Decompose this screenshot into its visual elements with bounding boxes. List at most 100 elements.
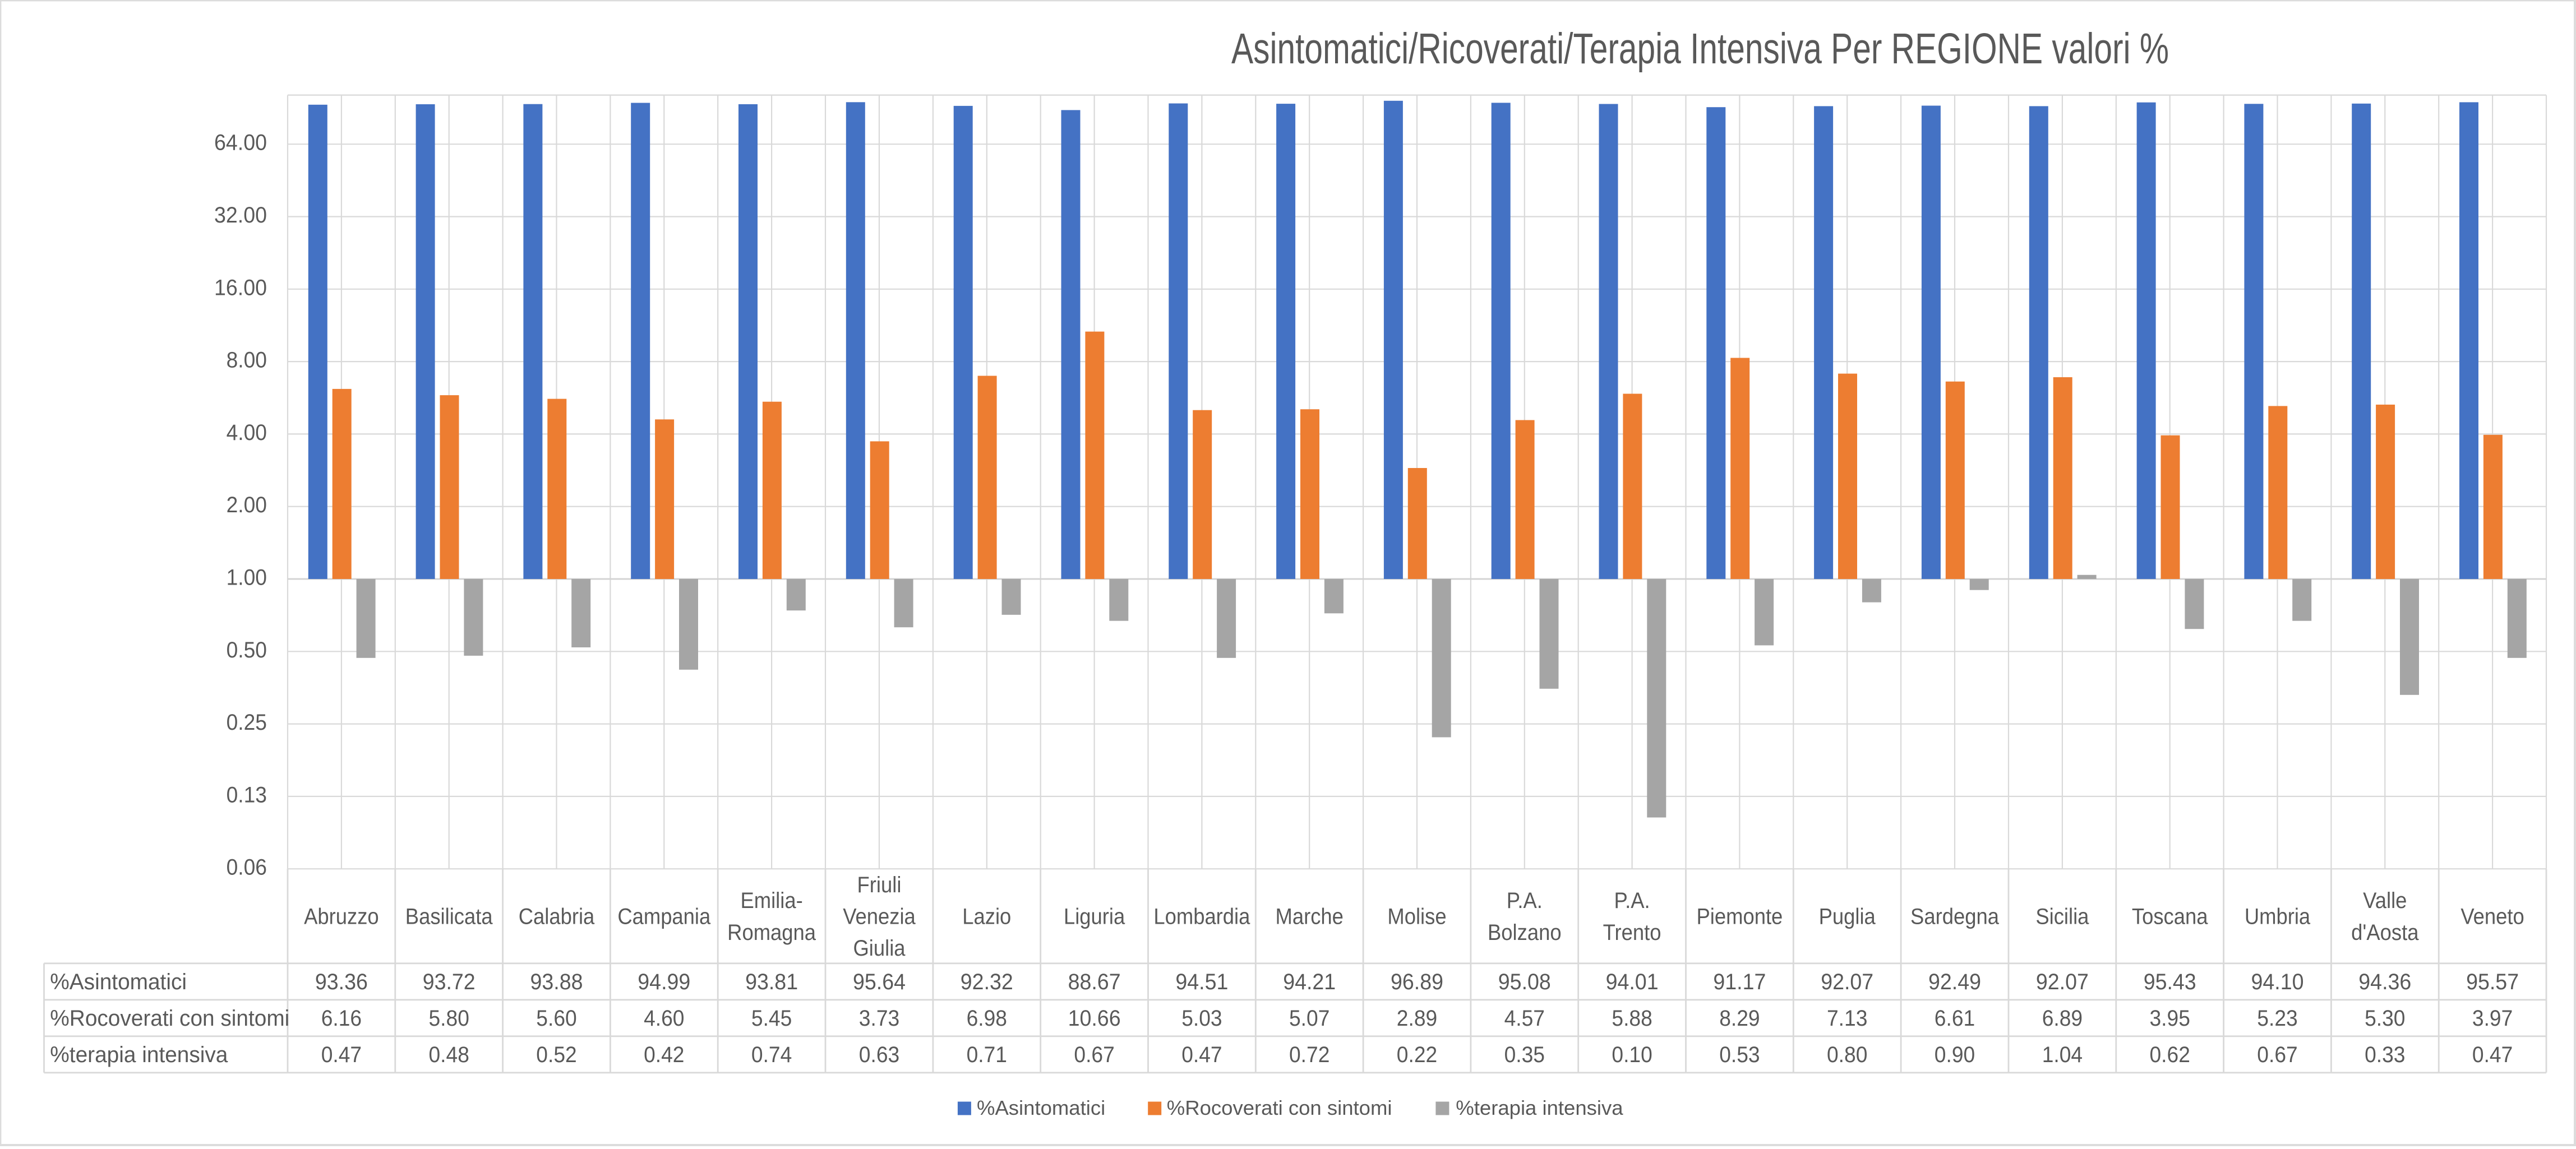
- svg-text:Piemonte: Piemonte: [1697, 905, 1783, 929]
- svg-text:Puglia: Puglia: [1819, 905, 1876, 929]
- svg-text:5.23: 5.23: [2257, 1006, 2297, 1031]
- svg-text:0.63: 0.63: [859, 1043, 899, 1067]
- svg-text:92.07: 92.07: [1821, 970, 1873, 994]
- svg-text:93.88: 93.88: [530, 970, 583, 994]
- svg-text:92.49: 92.49: [1928, 970, 1981, 994]
- svg-text:93.72: 93.72: [423, 970, 476, 994]
- svg-text:94.99: 94.99: [638, 970, 690, 994]
- svg-text:Basilicata: Basilicata: [405, 905, 493, 929]
- svg-text:Romagna: Romagna: [727, 920, 816, 945]
- svg-text:64.00: 64.00: [214, 131, 267, 155]
- svg-text:Liguria: Liguria: [1064, 905, 1125, 929]
- svg-text:0.50: 0.50: [227, 638, 267, 662]
- svg-text:94.21: 94.21: [1283, 970, 1336, 994]
- svg-text:P.A.: P.A.: [1507, 888, 1543, 913]
- svg-text:94.36: 94.36: [2358, 970, 2411, 994]
- svg-text:16.00: 16.00: [214, 275, 267, 300]
- svg-text:Umbria: Umbria: [2245, 905, 2311, 929]
- svg-text:94.51: 94.51: [1175, 970, 1228, 994]
- svg-text:5.88: 5.88: [1612, 1006, 1652, 1031]
- svg-text:Toscana: Toscana: [2132, 905, 2208, 929]
- svg-text:0.42: 0.42: [644, 1043, 684, 1067]
- svg-text:0.67: 0.67: [1074, 1043, 1114, 1067]
- svg-text:95.57: 95.57: [2466, 970, 2519, 994]
- svg-text:5.60: 5.60: [536, 1006, 576, 1031]
- svg-text:0.90: 0.90: [1935, 1043, 1975, 1067]
- svg-text:P.A.: P.A.: [1614, 888, 1650, 913]
- svg-text:Valle: Valle: [2363, 888, 2407, 913]
- svg-text:6.61: 6.61: [1935, 1006, 1975, 1031]
- svg-text:Molise: Molise: [1387, 905, 1446, 929]
- svg-text:d'Aosta: d'Aosta: [2351, 920, 2419, 945]
- svg-text:94.01: 94.01: [1606, 970, 1659, 994]
- svg-text:Sicilia: Sicilia: [2035, 905, 2089, 929]
- svg-text:5.45: 5.45: [751, 1006, 792, 1031]
- svg-text:0.06: 0.06: [227, 855, 267, 880]
- svg-text:Bolzano: Bolzano: [1488, 920, 1562, 945]
- svg-text:%Rocoverati con sintomi: %Rocoverati con sintomi: [1167, 1096, 1392, 1119]
- svg-text:Venezia: Venezia: [843, 905, 916, 929]
- svg-text:Calabria: Calabria: [519, 905, 595, 929]
- svg-text:0.33: 0.33: [2365, 1043, 2405, 1067]
- svg-text:0.62: 0.62: [2150, 1043, 2190, 1067]
- svg-text:95.43: 95.43: [2144, 970, 2196, 994]
- svg-text:%Asintomatici: %Asintomatici: [977, 1096, 1105, 1119]
- svg-text:95.64: 95.64: [853, 970, 906, 994]
- svg-text:4.60: 4.60: [644, 1006, 684, 1031]
- svg-text:4.57: 4.57: [1504, 1006, 1545, 1031]
- svg-text:0.74: 0.74: [751, 1043, 792, 1067]
- svg-text:93.36: 93.36: [315, 970, 368, 994]
- svg-text:0.72: 0.72: [1289, 1043, 1329, 1067]
- svg-text:%terapia intensiva: %terapia intensiva: [50, 1043, 228, 1067]
- svg-text:Lazio: Lazio: [962, 905, 1011, 929]
- svg-text:0.10: 0.10: [1612, 1043, 1652, 1067]
- svg-text:93.81: 93.81: [745, 970, 798, 994]
- svg-text:0.47: 0.47: [2472, 1043, 2513, 1067]
- svg-text:0.47: 0.47: [1181, 1043, 1222, 1067]
- svg-text:88.67: 88.67: [1068, 970, 1121, 994]
- svg-text:%terapia intensiva: %terapia intensiva: [1456, 1096, 1623, 1119]
- svg-text:32.00: 32.00: [214, 203, 267, 228]
- svg-text:3.95: 3.95: [2150, 1006, 2190, 1031]
- svg-text:0.80: 0.80: [1827, 1043, 1867, 1067]
- svg-text:6.98: 6.98: [967, 1006, 1007, 1031]
- svg-text:3.97: 3.97: [2472, 1006, 2513, 1031]
- svg-text:1.04: 1.04: [2042, 1043, 2083, 1067]
- svg-text:0.25: 0.25: [227, 710, 267, 735]
- svg-text:95.08: 95.08: [1498, 970, 1551, 994]
- svg-text:Friuli: Friuli: [857, 873, 902, 897]
- svg-text:5.80: 5.80: [429, 1006, 469, 1031]
- svg-text:0.48: 0.48: [429, 1043, 469, 1067]
- svg-text:Asintomatici/Ricoverati/Terapi: Asintomatici/Ricoverati/Terapia Intensiv…: [1231, 25, 2169, 73]
- svg-text:5.03: 5.03: [1181, 1006, 1222, 1031]
- svg-text:0.53: 0.53: [1719, 1043, 1760, 1067]
- svg-text:Marche: Marche: [1276, 905, 1344, 929]
- svg-text:0.67: 0.67: [2257, 1043, 2297, 1067]
- svg-text:8.29: 8.29: [1719, 1006, 1760, 1031]
- svg-text:2.00: 2.00: [227, 493, 267, 517]
- svg-text:0.47: 0.47: [321, 1043, 362, 1067]
- svg-text:Giulia: Giulia: [853, 936, 906, 961]
- svg-text:2.89: 2.89: [1397, 1006, 1437, 1031]
- svg-text:%Rocoverati con sintomi: %Rocoverati con sintomi: [50, 1006, 289, 1031]
- svg-text:91.17: 91.17: [1713, 970, 1766, 994]
- svg-text:1.00: 1.00: [227, 566, 267, 590]
- svg-text:92.32: 92.32: [961, 970, 1013, 994]
- svg-text:Sardegna: Sardegna: [1910, 905, 2000, 929]
- svg-text:7.13: 7.13: [1827, 1006, 1867, 1031]
- svg-text:Campania: Campania: [617, 905, 711, 929]
- svg-text:Veneto: Veneto: [2460, 905, 2524, 929]
- svg-text:0.35: 0.35: [1504, 1043, 1545, 1067]
- svg-text:Lombardia: Lombardia: [1153, 905, 1250, 929]
- svg-text:0.13: 0.13: [227, 782, 267, 807]
- svg-text:92.07: 92.07: [2036, 970, 2089, 994]
- svg-text:5.30: 5.30: [2365, 1006, 2405, 1031]
- svg-text:3.73: 3.73: [859, 1006, 899, 1031]
- svg-text:10.66: 10.66: [1068, 1006, 1121, 1031]
- svg-text:%Asintomatici: %Asintomatici: [50, 970, 187, 994]
- svg-text:6.89: 6.89: [2042, 1006, 2083, 1031]
- svg-text:0.52: 0.52: [536, 1043, 576, 1067]
- svg-text:6.16: 6.16: [321, 1006, 362, 1031]
- svg-text:Abruzzo: Abruzzo: [304, 905, 379, 929]
- svg-text:5.07: 5.07: [1289, 1006, 1329, 1031]
